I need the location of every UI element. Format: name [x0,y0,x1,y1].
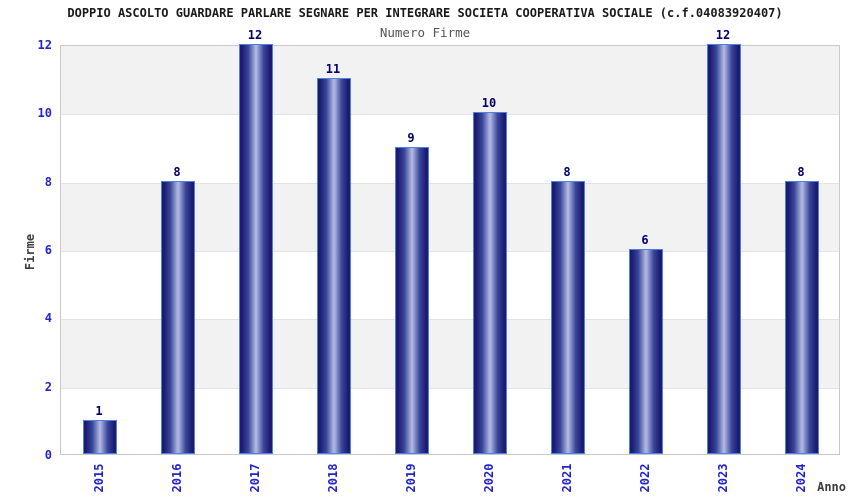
x-tick-label: 2018 [326,463,340,493]
y-tick-label: 6 [44,243,52,257]
chart-subtitle: Numero Firme [379,25,471,40]
y-tick-label: 4 [44,311,52,326]
bar [83,419,117,454]
bar-value-label: 9 [407,130,415,145]
bar-value-label: 12 [715,28,731,42]
y-tick-label: 0 [44,448,52,462]
bar [707,44,741,454]
bar [473,112,507,454]
plot-area [60,44,840,455]
x-tick-label: 2023 [716,463,730,493]
bar-value-label: 11 [325,62,341,77]
bar-value-label: 8 [797,164,805,179]
x-tick-label: 2020 [482,463,496,493]
bar [161,180,195,454]
x-tick-label: 2019 [404,463,418,493]
bar [785,180,819,454]
x-tick-label: 2016 [170,463,184,493]
bar-value-label: 10 [481,96,497,111]
bar [629,249,663,454]
gridline [61,251,839,252]
gridline [61,387,839,389]
y-tick-label: 12 [37,38,52,52]
x-tick-label: 2015 [92,463,106,493]
bar-value-label: 12 [247,28,263,42]
y-tick-label: 10 [37,106,52,121]
bar-value-label: 8 [173,164,181,179]
bar [551,180,585,454]
bar-value-label: 8 [563,164,571,179]
gridline [61,182,839,184]
y-tick-label: 8 [44,174,52,189]
y-tick-label: 2 [44,379,52,394]
x-tick-label: 2021 [560,463,574,493]
x-tick-label: 2022 [638,463,652,493]
gridline [61,114,839,116]
bar-value-label: 6 [641,233,649,247]
x-axis-title: Anno [817,480,846,494]
bar [317,78,351,454]
bar [395,146,429,454]
bar [239,44,273,454]
gridline [61,319,839,321]
chart-title: DOPPIO ASCOLTO GUARDARE PARLARE SEGNARE … [67,6,783,20]
bar-value-label: 1 [95,403,103,418]
x-tick-label: 2017 [248,463,262,493]
